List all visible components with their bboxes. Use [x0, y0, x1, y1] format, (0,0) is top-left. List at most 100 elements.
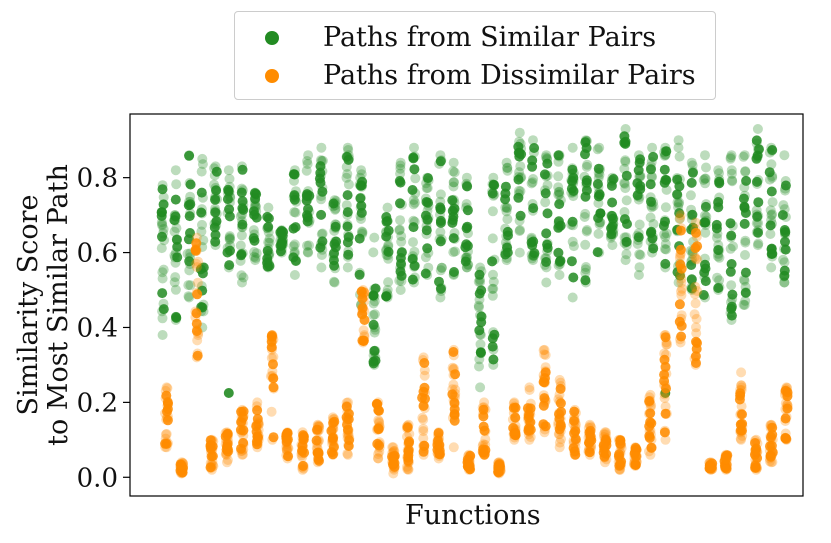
data-point [542, 154, 552, 165]
data-point [735, 433, 746, 444]
data-point [582, 159, 593, 170]
data-point [396, 260, 407, 271]
data-point [714, 282, 725, 293]
data-point [570, 442, 581, 452]
data-point [528, 255, 538, 266]
data-point [753, 197, 764, 208]
data-point [615, 464, 626, 475]
data-point [634, 219, 645, 230]
data-point [236, 443, 246, 454]
data-point [462, 240, 473, 251]
data-point [209, 218, 220, 229]
data-point [554, 396, 565, 407]
data-point [383, 246, 394, 257]
data-point [764, 147, 775, 158]
data-point [264, 248, 275, 259]
data-point [487, 188, 498, 199]
data-point [461, 199, 472, 209]
data-point [647, 172, 657, 182]
data-point [660, 401, 671, 412]
data-point [648, 151, 659, 162]
data-point [540, 367, 551, 378]
data-point [237, 216, 247, 227]
data-point [584, 447, 595, 458]
data-point [644, 408, 654, 419]
data-point [407, 185, 418, 195]
data-point [765, 205, 776, 216]
data-point [311, 435, 322, 446]
data-point [619, 131, 630, 142]
data-point [765, 229, 776, 239]
data-point [158, 304, 169, 315]
data-point [409, 246, 420, 257]
data-point [779, 277, 790, 288]
data-point [780, 244, 791, 255]
data-point [510, 430, 521, 441]
data-point [779, 265, 790, 276]
data-point [782, 400, 793, 410]
data-point [592, 179, 603, 189]
data-point [585, 421, 596, 432]
data-point [500, 237, 511, 248]
data-point [580, 208, 591, 219]
data-point [581, 262, 591, 272]
data-point [569, 415, 579, 426]
data-point [222, 247, 233, 258]
data-point [314, 421, 324, 432]
data-point [395, 160, 406, 171]
data-point [368, 358, 379, 369]
data-point [190, 312, 201, 323]
data-point [327, 432, 338, 443]
data-point [726, 165, 737, 176]
data-point [659, 147, 670, 158]
data-point [713, 245, 724, 255]
data-point [410, 188, 421, 199]
data-point [644, 398, 655, 408]
data-point [191, 258, 202, 269]
data-point [580, 277, 591, 288]
data-point [660, 142, 671, 153]
data-point [514, 247, 525, 258]
data-point [276, 247, 287, 258]
data-point [690, 298, 701, 309]
data-point [672, 190, 683, 201]
data-point [436, 262, 447, 273]
data-point [317, 155, 328, 166]
data-point [677, 283, 688, 294]
data-point [540, 421, 551, 432]
data-point [183, 291, 194, 302]
data-point [342, 448, 353, 459]
data-point [661, 244, 671, 255]
data-point [248, 206, 259, 217]
data-point [764, 456, 775, 467]
data-point [781, 411, 792, 422]
data-point [660, 238, 671, 249]
data-point [601, 427, 611, 438]
data-point [502, 163, 513, 173]
data-point [303, 247, 314, 258]
data-point [700, 173, 711, 184]
data-point [659, 393, 670, 404]
data-point [661, 228, 672, 239]
data-point [501, 206, 512, 217]
data-point [342, 237, 353, 248]
data-point [478, 439, 489, 450]
data-point [301, 165, 312, 176]
data-point [421, 225, 432, 236]
data-point [779, 150, 790, 161]
data-point [539, 349, 550, 360]
data-point [778, 254, 789, 265]
data-point [615, 434, 626, 445]
data-point [266, 406, 277, 417]
data-point [620, 183, 631, 194]
data-point [419, 358, 430, 368]
data-point [659, 177, 670, 188]
data-point [290, 207, 301, 218]
data-point [355, 192, 366, 203]
data-point [698, 175, 709, 185]
data-point [182, 248, 193, 259]
data-point [435, 156, 446, 167]
data-point [474, 269, 485, 280]
data-point [161, 437, 171, 448]
data-point [344, 435, 355, 446]
